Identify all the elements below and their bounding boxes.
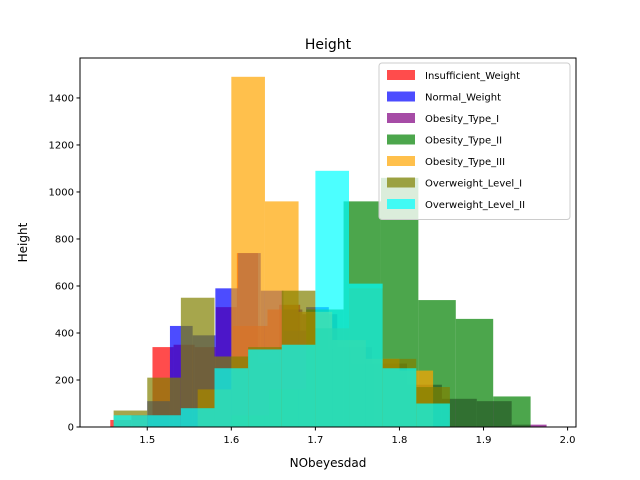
y-tick-label: 400 (55, 328, 74, 339)
x-tick-label: 1.5 (139, 435, 155, 446)
legend-swatch (387, 177, 415, 188)
bar (382, 368, 417, 427)
x-axis-ticks: 1.5 1.6 1.7 1.8 1.9 2.0 (139, 427, 576, 446)
legend-swatch (387, 70, 415, 80)
y-axis-label: Height (16, 222, 30, 262)
legend-swatch (387, 199, 415, 209)
bar (248, 349, 282, 427)
bar (493, 396, 531, 427)
y-tick-label: 600 (55, 281, 74, 292)
legend-swatch (387, 91, 415, 102)
y-tick-label: 800 (55, 234, 74, 245)
bar (349, 283, 383, 427)
y-tick-label: 200 (55, 375, 74, 386)
bar (416, 403, 450, 427)
bar (113, 415, 148, 427)
legend-label: Obesity_Type_I (425, 114, 499, 125)
x-tick-label: 1.7 (307, 435, 323, 446)
legend-label: Overweight_Level_II (425, 200, 525, 211)
bars-layer (110, 76, 547, 427)
legend-label: Obesity_Type_III (425, 157, 505, 168)
x-tick-label: 1.8 (392, 435, 408, 446)
y-tick-label: 1000 (49, 187, 74, 198)
legend-swatch (387, 156, 415, 166)
x-tick-label: 1.9 (476, 435, 492, 446)
legend-label: Overweight_Level_I (425, 179, 522, 190)
y-tick-label: 1400 (49, 93, 74, 104)
bar (180, 408, 215, 427)
legend-label: Insufficient_Weight (425, 71, 520, 82)
chart-title: Height (305, 37, 352, 53)
x-tick-label: 2.0 (560, 435, 576, 446)
bar (214, 368, 249, 427)
legend-swatch (387, 113, 415, 123)
bar (281, 344, 316, 427)
legend-swatch (387, 134, 415, 145)
bar (180, 297, 215, 427)
x-tick-label: 1.6 (223, 435, 239, 446)
legend: Insufficient_Weight Normal_Weight Obesity_… (378, 62, 571, 220)
series-Overweight_Level_II (113, 170, 450, 427)
y-tick-label: 1200 (49, 140, 74, 151)
bar (315, 170, 350, 427)
bar (147, 415, 181, 427)
y-tick-label: 0 (68, 423, 74, 434)
legend-label: Obesity_Type_II (425, 136, 502, 147)
y-axis-ticks: 0 200 400 600 800 1000 1200 1400 (49, 93, 80, 434)
plot-frame (79, 57, 577, 428)
legend-box (378, 62, 571, 220)
legend-label: Normal_Weight (425, 93, 501, 104)
bar (455, 318, 494, 427)
x-axis-label: NObeyesdad (290, 456, 367, 470)
